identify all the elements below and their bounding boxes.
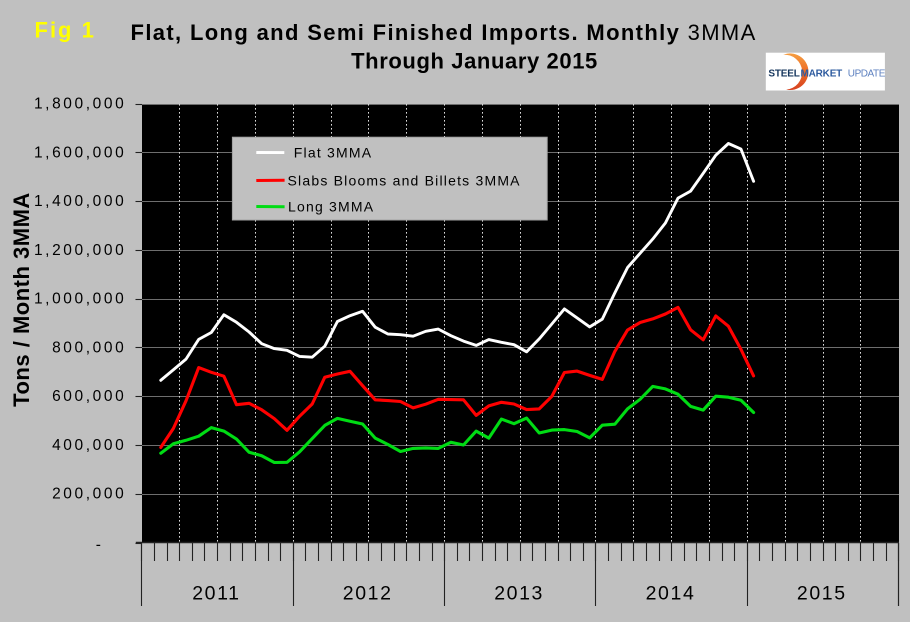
- svg-text:2015: 2015: [797, 583, 847, 605]
- svg-text:UPDATE: UPDATE: [848, 69, 886, 80]
- svg-text:STEEL: STEEL: [768, 69, 799, 80]
- svg-text:1,400,000: 1,400,000: [34, 193, 126, 210]
- svg-text:400,000: 400,000: [52, 437, 126, 454]
- svg-text:2014: 2014: [646, 583, 696, 605]
- svg-text:2011: 2011: [192, 583, 240, 605]
- svg-text:Slabs Blooms and Billets 3MMA: Slabs Blooms and Billets 3MMA: [288, 172, 521, 188]
- svg-text:1,200,000: 1,200,000: [34, 242, 126, 259]
- svg-text:Flat, Long and Semi Finished I: Flat, Long and Semi Finished Imports. Mo…: [131, 20, 757, 45]
- svg-text:Fig 1: Fig 1: [35, 18, 96, 43]
- svg-text:MARKET: MARKET: [801, 69, 843, 80]
- svg-text:200,000: 200,000: [52, 486, 126, 503]
- svg-text:600,000: 600,000: [52, 388, 126, 405]
- svg-text:Long 3MMA: Long 3MMA: [288, 199, 374, 215]
- svg-text:1,800,000: 1,800,000: [34, 96, 126, 113]
- svg-text:1,000,000: 1,000,000: [34, 291, 126, 308]
- svg-text:1,600,000: 1,600,000: [34, 144, 126, 161]
- svg-text:2013: 2013: [494, 583, 544, 605]
- svg-text:Tons / Month 3MMA: Tons / Month 3MMA: [9, 192, 34, 407]
- svg-text:Flat 3MMA: Flat 3MMA: [294, 145, 372, 161]
- svg-text:-: -: [96, 536, 104, 553]
- svg-text:Through January 2015: Through January 2015: [351, 49, 598, 74]
- svg-text:800,000: 800,000: [52, 339, 126, 356]
- svg-text:2012: 2012: [343, 583, 393, 605]
